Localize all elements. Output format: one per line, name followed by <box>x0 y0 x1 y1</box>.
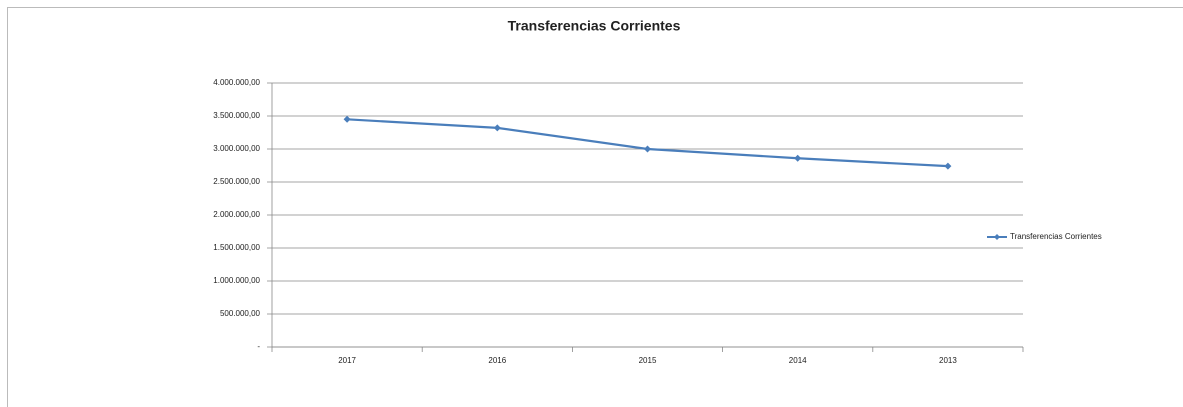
y-tick-label: 4.000.000,00 <box>213 78 260 87</box>
data-marker <box>794 154 802 162</box>
x-tick-label: 2014 <box>789 356 807 365</box>
data-marker <box>493 124 501 132</box>
y-tick-label: 3.500.000,00 <box>213 111 260 120</box>
y-tick-label: 500.000,00 <box>220 309 261 318</box>
y-tick-label: 2.000.000,00 <box>213 210 260 219</box>
data-line <box>347 118 948 168</box>
y-tick-label: 2.500.000,00 <box>213 177 260 186</box>
y-tick-label: - <box>257 342 260 351</box>
data-marker <box>944 162 952 170</box>
data-marker <box>644 145 651 153</box>
legend-label: Transferencias Corrientes <box>1010 232 1102 241</box>
y-tick-label: 1.000.000,00 <box>213 276 260 285</box>
data-marker <box>343 115 351 123</box>
y-tick-label: 3.000.000,00 <box>213 144 260 153</box>
frame <box>7 7 1183 407</box>
legend-marker <box>994 234 1000 240</box>
chart-title: Transferencias Corrientes <box>508 18 681 34</box>
x-tick-label: 2016 <box>488 356 506 365</box>
x-tick-label: 2015 <box>639 356 657 365</box>
x-tick-label: 2013 <box>939 356 957 365</box>
y-tick-label: 1.500.000,00 <box>213 243 260 252</box>
x-tick-label: 2017 <box>338 356 356 365</box>
